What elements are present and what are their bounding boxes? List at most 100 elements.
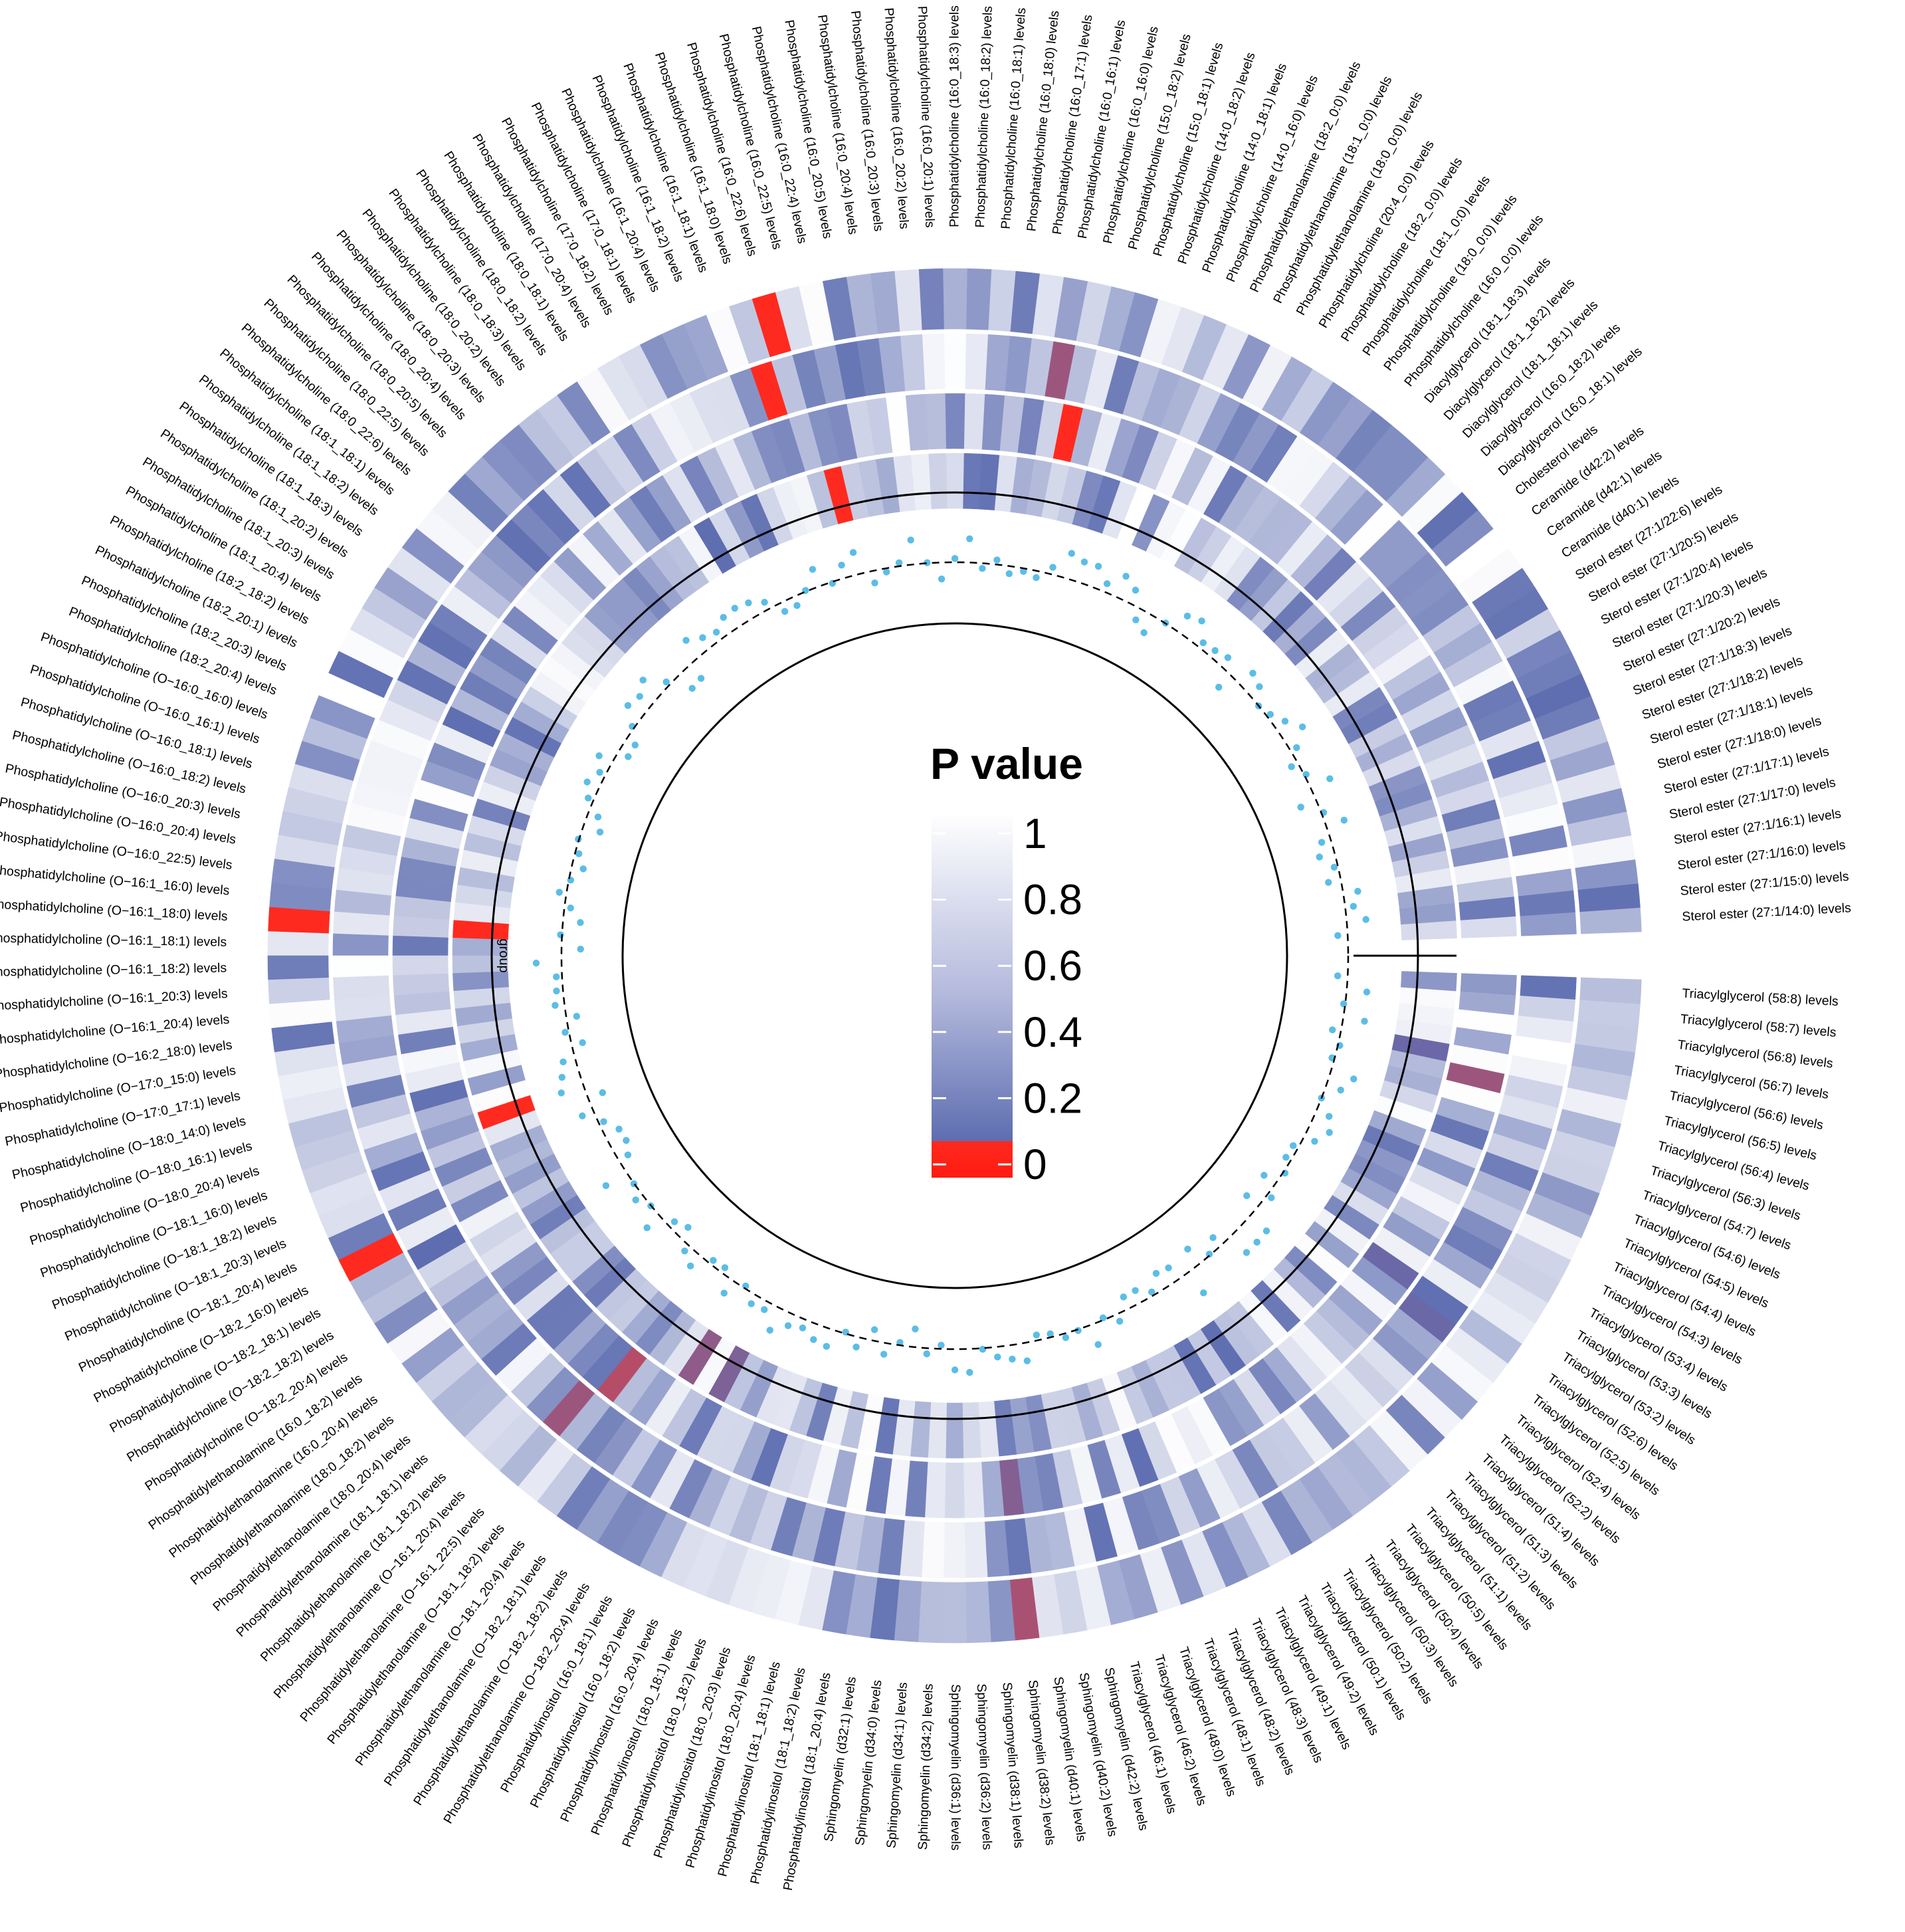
scatter-point	[1302, 771, 1310, 778]
scatter-point	[575, 850, 583, 857]
scatter-point	[670, 1218, 678, 1226]
scatter-point	[558, 1073, 565, 1081]
heatmap-cell	[963, 393, 985, 450]
heatmap-cell	[333, 975, 390, 1000]
heatmap-cell	[925, 1461, 946, 1519]
heatmap-cell	[922, 1521, 946, 1578]
metabolite-label: Phosphatidylcholine (16:0_18:3) levels	[947, 5, 961, 227]
legend-tick-label: 1	[1023, 809, 1047, 857]
scatter-point	[1209, 1234, 1217, 1241]
heatmap-tracks	[267, 268, 1642, 1644]
scatter-point	[799, 1324, 807, 1332]
scatter-point	[1132, 616, 1140, 623]
scatter-point	[1329, 1026, 1336, 1033]
scatter-point	[1316, 853, 1323, 861]
scatter-point	[1334, 972, 1342, 980]
scatter-point	[1293, 744, 1300, 752]
metabolite-label: Phosphatidylcholine (O−16:1_18:1) levels	[0, 930, 227, 949]
scatter-point	[624, 702, 632, 709]
scatter-point	[595, 752, 603, 760]
scatter-point	[1288, 763, 1295, 770]
heatmap-cell	[946, 453, 964, 509]
scatter-point	[1148, 1288, 1155, 1296]
scatter-point	[561, 1029, 569, 1036]
scatter-point	[577, 918, 584, 926]
scatter-point	[567, 904, 574, 912]
scatter-point	[1224, 654, 1232, 661]
scatter-point	[979, 565, 986, 572]
legend-title: P value	[930, 739, 1083, 788]
scatter-point	[596, 768, 603, 776]
scatter-point	[1215, 683, 1223, 691]
scatter-point	[882, 568, 890, 576]
metabolite-label: Sphingomyelin (d38:1) levels	[999, 1681, 1026, 1849]
scatter-point	[624, 1151, 632, 1158]
scatter-point	[951, 1366, 959, 1374]
scatter-point	[912, 1325, 919, 1333]
heatmap-cell	[1579, 907, 1642, 934]
metabolite-label: Sterol ester (27:1/15:0) levels	[1680, 869, 1850, 899]
scatter-point	[579, 865, 587, 873]
scatter-point	[852, 1343, 860, 1351]
scatter-point	[1334, 932, 1342, 939]
heatmap-cell	[1401, 971, 1457, 992]
scatter-point	[1311, 1138, 1318, 1145]
scatter-point	[686, 1262, 694, 1269]
scatter-point	[1094, 1341, 1102, 1348]
scatter-point	[585, 794, 592, 802]
scatter-point	[1049, 564, 1056, 571]
scatter-point	[681, 1247, 688, 1255]
inner-track-border-inner	[621, 622, 1288, 1289]
legend-tick-label: 0.2	[1023, 1074, 1082, 1122]
metabolite-label: Phosphatidylcholine (O−16:1_18:0) levels	[0, 897, 228, 924]
heatmap-cell	[1579, 977, 1642, 1004]
scatter-point	[966, 535, 973, 542]
scatter-point	[623, 1136, 630, 1144]
metabolite-label: Phosphatidylcholine (16:0_20:1) levels	[915, 6, 938, 229]
scatter-point	[1298, 723, 1306, 730]
scatter-point	[553, 973, 560, 980]
scatter-point	[1337, 1086, 1344, 1094]
scatter-point	[1009, 1355, 1016, 1363]
heatmap-cell	[963, 1461, 985, 1519]
scatter-point	[721, 1264, 729, 1271]
heatmap-cell	[268, 907, 330, 934]
scatter-point	[1350, 1075, 1357, 1083]
scatter-point	[870, 1326, 878, 1333]
scatter-point	[809, 566, 817, 573]
heatmap-cell	[928, 1402, 948, 1459]
scatter-point	[639, 677, 647, 684]
scatter-point	[697, 675, 705, 682]
heatmap-cell	[918, 1581, 944, 1644]
scatter-point	[1023, 1357, 1031, 1364]
metabolite-label: Sterol ester (27:1/14:0) levels	[1682, 901, 1852, 924]
scatter-point	[596, 828, 604, 836]
scatter-point	[551, 1002, 559, 1009]
scatter-point	[1140, 629, 1148, 637]
scatter-point	[599, 1089, 607, 1097]
scatter-point	[1354, 887, 1361, 895]
heatmap-cell	[392, 955, 449, 976]
scatter-point	[871, 579, 878, 587]
heatmap-cell	[942, 268, 967, 330]
scatter-point	[895, 559, 903, 567]
heatmap-cell	[964, 1521, 989, 1578]
scatter-point	[1243, 1249, 1251, 1256]
legend-tick-label: 0.4	[1023, 1008, 1082, 1056]
heatmap-cell	[942, 1582, 967, 1644]
heatmap-cell	[268, 977, 330, 1005]
scatter-point	[1120, 1293, 1128, 1301]
scatter-point	[699, 634, 706, 641]
scatter-point	[951, 555, 959, 562]
heatmap-cell	[944, 393, 965, 449]
heatmap-cell	[965, 1581, 992, 1644]
heatmap-cell	[918, 268, 944, 330]
scatter-point	[1184, 1245, 1191, 1253]
metabolite-label: Phosphatidylcholine (16:0_18:1) levels	[999, 7, 1029, 230]
scatter-point	[823, 1342, 831, 1350]
scatter-point	[573, 1012, 581, 1020]
scatter-point	[636, 693, 643, 700]
scatter-point	[553, 987, 560, 995]
scatter-point	[662, 678, 670, 686]
scatter-point	[1350, 903, 1357, 910]
